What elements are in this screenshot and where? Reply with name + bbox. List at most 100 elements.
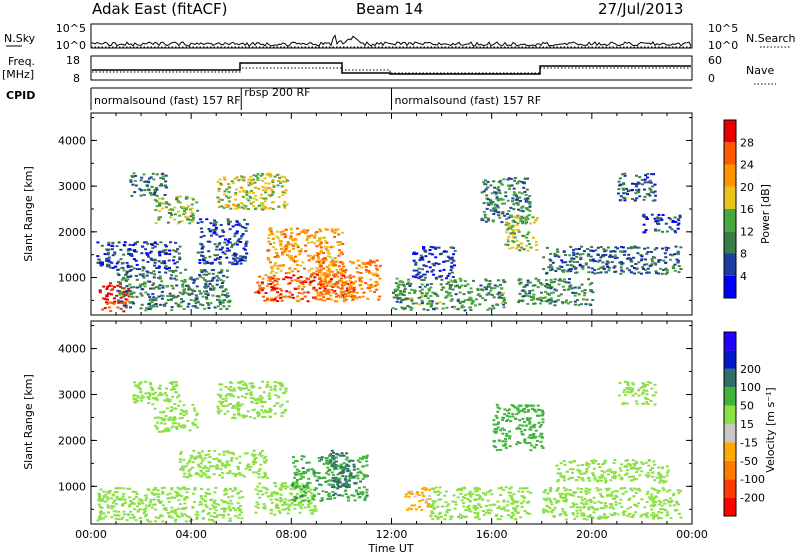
heatmap-cell — [289, 228, 293, 231]
heatmap-cell — [165, 397, 169, 400]
heatmap-cell — [239, 186, 243, 189]
heatmap-cell — [171, 395, 175, 398]
heatmap-cell — [518, 292, 522, 295]
heatmap-cell — [239, 388, 243, 391]
heatmap-cell — [448, 509, 452, 512]
heatmap-cell — [659, 217, 663, 220]
heatmap-cell — [170, 284, 174, 287]
heatmap-cell — [438, 511, 442, 514]
heatmap-cell — [157, 517, 161, 520]
heatmap-cell — [263, 473, 267, 476]
heatmap-cell — [191, 421, 195, 424]
heatmap-cell — [521, 222, 524, 225]
heatmap-cell — [174, 213, 177, 216]
heatmap-cell — [274, 505, 278, 508]
heatmap-cell — [508, 408, 511, 411]
heatmap-cell — [136, 384, 140, 387]
heatmap-cell — [269, 386, 273, 389]
heatmap-cell — [639, 254, 643, 257]
heatmap-cell — [342, 300, 346, 303]
heatmap-cell — [171, 496, 175, 499]
heatmap-cell — [192, 449, 196, 452]
heatmap-cell — [110, 505, 114, 508]
heatmap-cell — [170, 213, 174, 216]
heatmap-cell — [135, 268, 139, 271]
heatmap-cell — [218, 198, 222, 201]
heatmap-cell — [378, 264, 382, 267]
heatmap-cell — [496, 518, 500, 521]
heatmap-cell — [650, 487, 654, 490]
heatmap-cell — [517, 244, 521, 247]
heatmap-cell — [172, 255, 176, 258]
heatmap-cell — [516, 214, 520, 217]
heatmap-cell — [506, 228, 509, 231]
heatmap-cell — [418, 259, 422, 262]
heatmap-cell — [280, 289, 284, 292]
heatmap-cell — [223, 252, 227, 255]
heatmap-cell — [165, 394, 169, 397]
heatmap-cell — [313, 505, 317, 507]
heatmap-cell — [313, 254, 317, 257]
heatmap-cell — [111, 241, 115, 244]
heatmap-cell — [434, 486, 438, 489]
heatmap-cell — [273, 389, 277, 392]
heatmap-cell — [132, 302, 136, 305]
heatmap-cell — [546, 492, 550, 495]
heatmap-cell — [327, 291, 331, 294]
heatmap-cell — [279, 231, 283, 234]
heatmap-cell — [520, 430, 524, 433]
heatmap-cell — [184, 465, 188, 467]
heatmap-cell — [556, 298, 560, 301]
heatmap-cell — [333, 492, 337, 495]
heatmap-cell — [581, 253, 585, 256]
heatmap-cell — [263, 471, 267, 474]
heatmap-cell — [122, 269, 126, 272]
heatmap-cell — [512, 208, 516, 211]
heatmap-cell — [364, 265, 368, 268]
heatmap-cell — [221, 235, 225, 237]
heatmap-cell — [531, 289, 535, 292]
heatmap-cell — [558, 265, 562, 268]
heatmap-cell — [490, 493, 494, 496]
heatmap-cell — [497, 487, 501, 490]
heatmap-cell — [191, 461, 195, 464]
heatmap-cell — [179, 271, 183, 274]
heatmap-cell — [365, 460, 369, 463]
heatmap-cell — [192, 424, 196, 426]
heatmap-cell — [535, 243, 538, 246]
heatmap-cell — [542, 297, 546, 299]
heatmap-cell — [209, 465, 213, 468]
heatmap-cell — [226, 300, 230, 303]
heatmap-cell — [432, 246, 436, 249]
heatmap-cell — [364, 475, 368, 478]
heatmap-cell — [423, 285, 427, 288]
heatmap-cell — [448, 292, 452, 294]
heatmap-cell — [347, 499, 350, 502]
heatmap-cell — [585, 518, 589, 521]
heatmap-cell — [163, 422, 167, 425]
heatmap-cell — [237, 407, 241, 410]
heatmap-cell — [282, 203, 286, 206]
heatmap-cell — [326, 249, 330, 252]
heatmap-cell — [334, 292, 338, 295]
heatmap-cell — [191, 218, 195, 221]
heatmap-cell — [219, 182, 223, 185]
heatmap-cell — [142, 193, 146, 196]
heatmap-cell — [428, 252, 432, 255]
heatmap-cell — [499, 296, 503, 299]
heatmap-cell — [663, 268, 667, 271]
heatmap-cell — [329, 453, 333, 456]
heatmap-cell — [299, 231, 303, 234]
heatmap-cell — [147, 177, 151, 180]
heatmap-cell — [293, 507, 297, 510]
heatmap-cell — [409, 308, 413, 311]
heatmap-cell — [505, 435, 509, 437]
heatmap-cell — [168, 269, 172, 272]
heatmap-cell — [516, 203, 520, 206]
heatmap-cell — [525, 236, 529, 239]
heatmap-cell — [535, 414, 539, 417]
heatmap-cell — [208, 255, 212, 258]
heatmap-cell — [249, 196, 253, 199]
heatmap-cell — [244, 244, 248, 247]
heatmap-cell — [437, 513, 441, 516]
